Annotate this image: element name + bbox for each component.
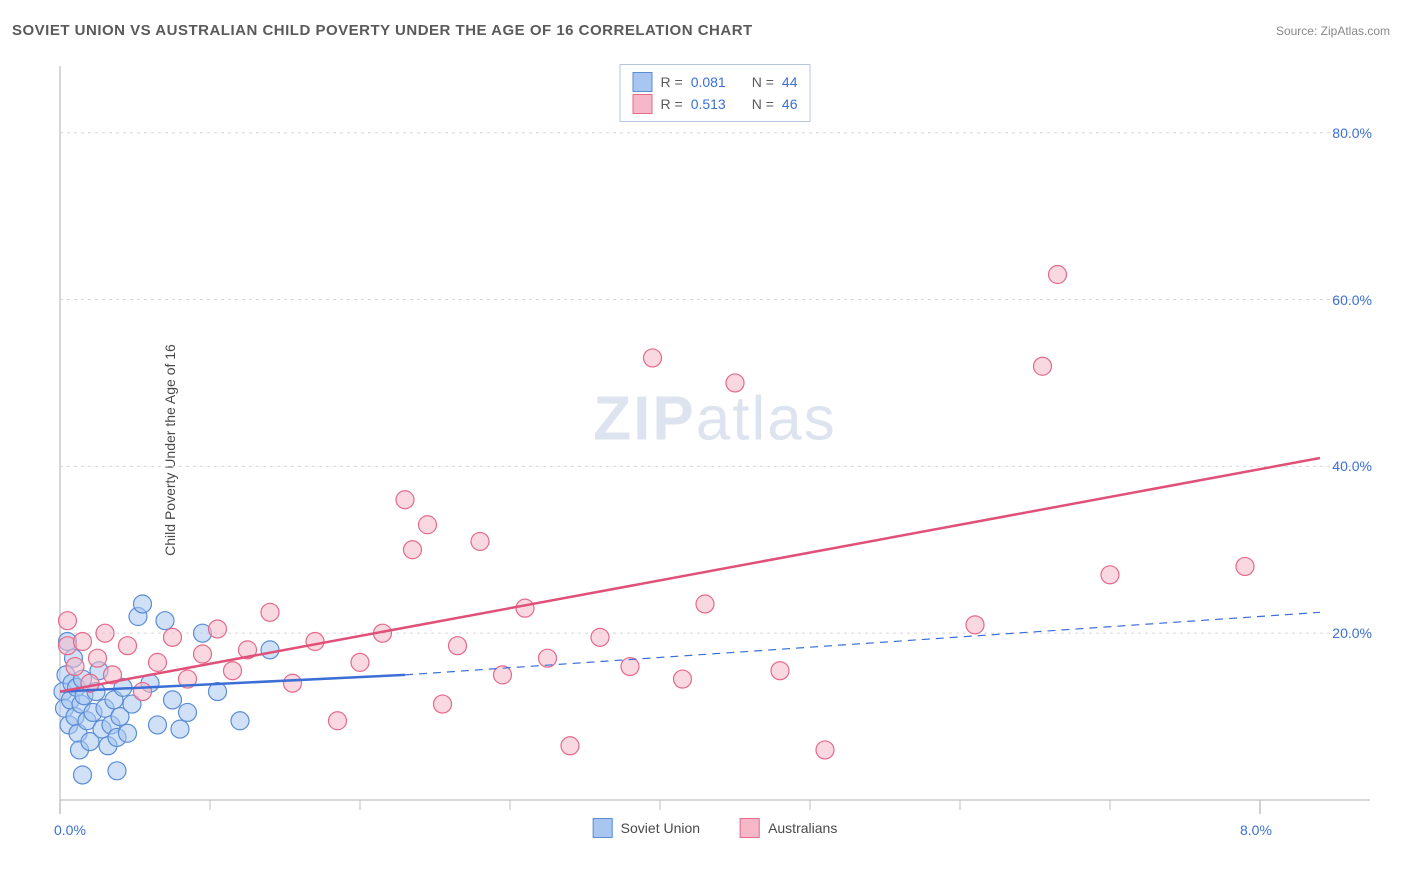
- swatch-australians-bottom: [740, 818, 760, 838]
- legend-label-soviet: Soviet Union: [621, 820, 700, 836]
- r-value-australians: 0.513: [691, 93, 726, 115]
- swatch-australians: [633, 94, 653, 114]
- source-attribution: Source: ZipAtlas.com: [1276, 24, 1390, 38]
- y-tick-label: 40.0%: [1332, 458, 1372, 474]
- series-legend: Soviet Union Australians: [593, 818, 838, 838]
- legend-item-australians: Australians: [740, 818, 837, 838]
- y-tick-label: 20.0%: [1332, 625, 1372, 641]
- scatter-plot: [50, 60, 1380, 840]
- n-value-australians: 46: [782, 93, 798, 115]
- legend-item-soviet: Soviet Union: [593, 818, 700, 838]
- swatch-soviet: [633, 72, 653, 92]
- stats-legend: R = 0.081 N = 44 R = 0.513 N = 46: [620, 64, 811, 122]
- x-axis-max-label: 8.0%: [1240, 822, 1376, 838]
- chart-area: Child Poverty Under the Age of 16 R = 0.…: [50, 60, 1380, 840]
- stats-row-soviet: R = 0.081 N = 44: [633, 71, 798, 93]
- n-value-soviet: 44: [782, 71, 798, 93]
- r-label: R =: [661, 71, 683, 93]
- swatch-soviet-bottom: [593, 818, 613, 838]
- chart-title: SOVIET UNION VS AUSTRALIAN CHILD POVERTY…: [12, 22, 753, 39]
- n-label: N =: [752, 93, 774, 115]
- x-axis-min-label: 0.0%: [54, 822, 86, 838]
- n-label: N =: [752, 71, 774, 93]
- y-tick-label: 80.0%: [1332, 125, 1372, 141]
- legend-label-australians: Australians: [768, 820, 837, 836]
- y-tick-label: 60.0%: [1332, 292, 1372, 308]
- r-value-soviet: 0.081: [691, 71, 726, 93]
- r-label: R =: [661, 93, 683, 115]
- stats-row-australians: R = 0.513 N = 46: [633, 93, 798, 115]
